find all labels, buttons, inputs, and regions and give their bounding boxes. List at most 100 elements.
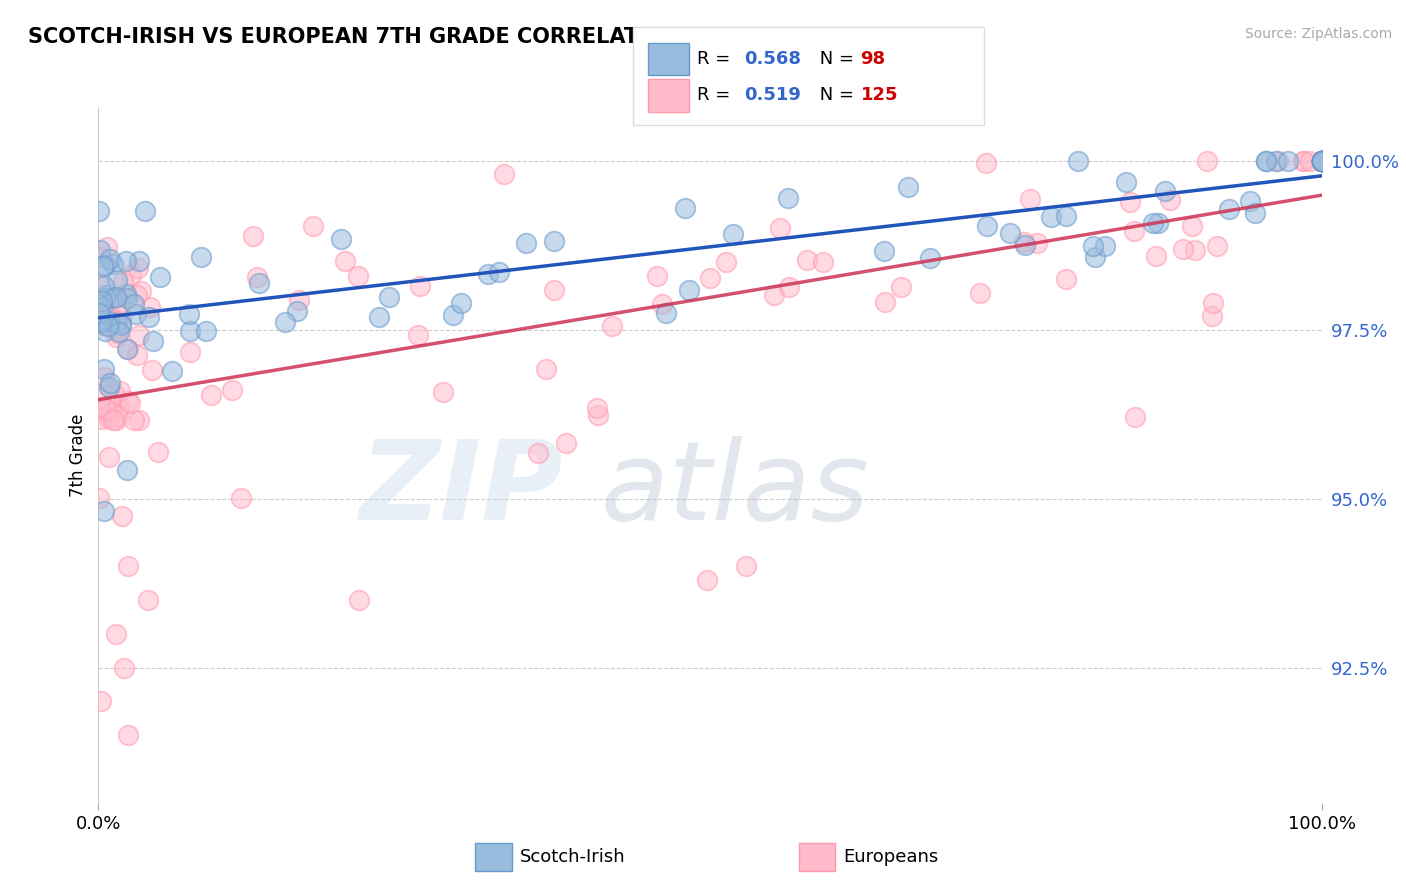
Point	[1018, 192, 1040, 206]
Point	[148, 445, 170, 459]
Point	[1310, 154, 1333, 169]
Text: 98: 98	[860, 50, 886, 68]
Point	[1299, 154, 1322, 169]
Point	[1310, 154, 1333, 169]
Point	[330, 232, 353, 246]
Point	[200, 388, 222, 402]
Point	[600, 318, 623, 333]
Point	[242, 228, 264, 243]
Point	[714, 255, 737, 269]
Point	[112, 661, 135, 675]
Point	[117, 343, 139, 357]
Point	[89, 491, 111, 506]
Point	[117, 559, 139, 574]
Point	[285, 303, 308, 318]
Point	[1144, 249, 1167, 263]
Point	[108, 401, 131, 415]
Point	[347, 593, 370, 607]
Point	[1026, 236, 1049, 251]
Point	[1310, 154, 1333, 169]
Text: N =: N =	[814, 87, 860, 104]
Point	[974, 156, 997, 170]
Text: 0.519: 0.519	[744, 87, 800, 104]
Point	[976, 219, 998, 234]
Point	[104, 290, 127, 304]
Point	[1181, 219, 1204, 233]
Point	[128, 253, 150, 268]
Text: Europeans: Europeans	[844, 848, 939, 866]
Point	[813, 254, 835, 268]
Point	[98, 252, 121, 266]
Text: 0.568: 0.568	[744, 50, 801, 68]
Point	[1310, 154, 1333, 169]
Point	[90, 251, 112, 265]
Point	[110, 318, 132, 333]
Point	[586, 401, 609, 416]
Point	[149, 270, 172, 285]
Point	[515, 236, 537, 251]
Point	[554, 435, 576, 450]
Point	[128, 328, 150, 343]
Point	[94, 288, 117, 302]
Point	[1254, 154, 1277, 169]
Point	[179, 345, 201, 359]
Point	[91, 293, 114, 308]
Point	[678, 284, 700, 298]
Point	[97, 319, 120, 334]
Point	[1265, 154, 1288, 169]
Point	[1310, 154, 1333, 169]
Point	[1310, 154, 1333, 169]
Point	[117, 728, 139, 742]
Point	[89, 312, 111, 326]
Point	[105, 290, 128, 304]
Point	[93, 258, 115, 272]
Point	[796, 253, 818, 268]
Point	[1310, 154, 1333, 169]
Point	[89, 278, 111, 293]
Point	[1147, 216, 1170, 230]
Point	[89, 316, 111, 330]
Point	[124, 413, 146, 427]
Point	[89, 306, 111, 320]
Point	[108, 384, 131, 398]
Point	[105, 314, 128, 328]
Point	[1054, 272, 1077, 286]
Point	[1039, 210, 1062, 224]
Text: Source: ZipAtlas.com: Source: ZipAtlas.com	[1244, 27, 1392, 41]
Point	[534, 362, 557, 376]
Point	[1142, 216, 1164, 230]
Point	[90, 306, 112, 320]
Point	[778, 280, 800, 294]
Point	[112, 276, 135, 290]
Point	[107, 409, 129, 424]
Point	[1310, 154, 1333, 169]
Point	[543, 234, 565, 248]
Point	[1184, 243, 1206, 257]
Point	[179, 307, 201, 321]
Point	[998, 226, 1021, 240]
Point	[134, 203, 156, 218]
Point	[1239, 194, 1261, 209]
Point	[105, 323, 128, 337]
Point	[1310, 154, 1333, 169]
Point	[129, 284, 152, 298]
Point	[333, 254, 356, 268]
Point	[1310, 154, 1333, 169]
Point	[734, 559, 756, 574]
Point	[897, 179, 920, 194]
Point	[93, 504, 115, 518]
Point	[1094, 239, 1116, 253]
Point	[1122, 224, 1144, 238]
Point	[93, 370, 115, 384]
Point	[875, 295, 897, 310]
Point	[1310, 154, 1333, 169]
Point	[127, 287, 149, 301]
Point	[120, 268, 142, 282]
Point	[194, 324, 217, 338]
Point	[160, 364, 183, 378]
Point	[117, 343, 139, 357]
Point	[98, 450, 121, 464]
Point	[1119, 194, 1142, 209]
Point	[302, 219, 325, 233]
Point	[93, 362, 115, 376]
